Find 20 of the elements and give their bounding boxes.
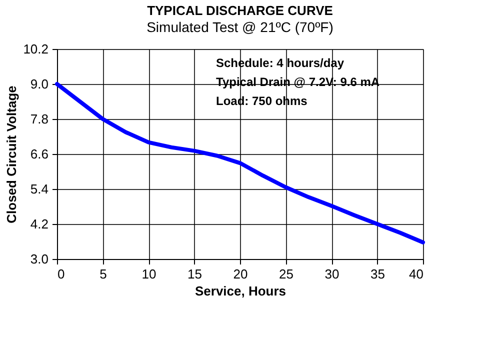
- chart-subtitle: Simulated Test @ 21ºC (70ºF): [146, 19, 334, 35]
- x-tick-label: 40: [409, 266, 424, 282]
- y-tick-label: 7.8: [30, 112, 48, 126]
- x-tick-label: 5: [100, 266, 107, 282]
- y-tick-label: 4.2: [30, 216, 48, 232]
- x-axis-title: Service, Hours: [194, 284, 286, 298]
- y-tick-label: 5.4: [30, 182, 48, 196]
- chart-title: TYPICAL DISCHARGE CURVE: [147, 3, 334, 18]
- x-tick-label: 30: [324, 266, 340, 282]
- x-tick-label: 25: [279, 266, 294, 282]
- y-axis-title: Closed Circuit Voltage: [4, 86, 20, 224]
- y-tick-label: 10.2: [23, 42, 48, 56]
- x-tick-label: 35: [370, 266, 385, 282]
- x-tick-label: 10: [142, 266, 156, 282]
- x-tick-label: 0: [58, 266, 65, 282]
- y-tick-label: 9.0: [30, 76, 48, 92]
- x-tick-label: 20: [233, 266, 248, 282]
- x-tick-label: 15: [188, 266, 202, 282]
- y-tick-label: 3.0: [30, 252, 48, 266]
- y-tick-label: 6.6: [30, 146, 48, 162]
